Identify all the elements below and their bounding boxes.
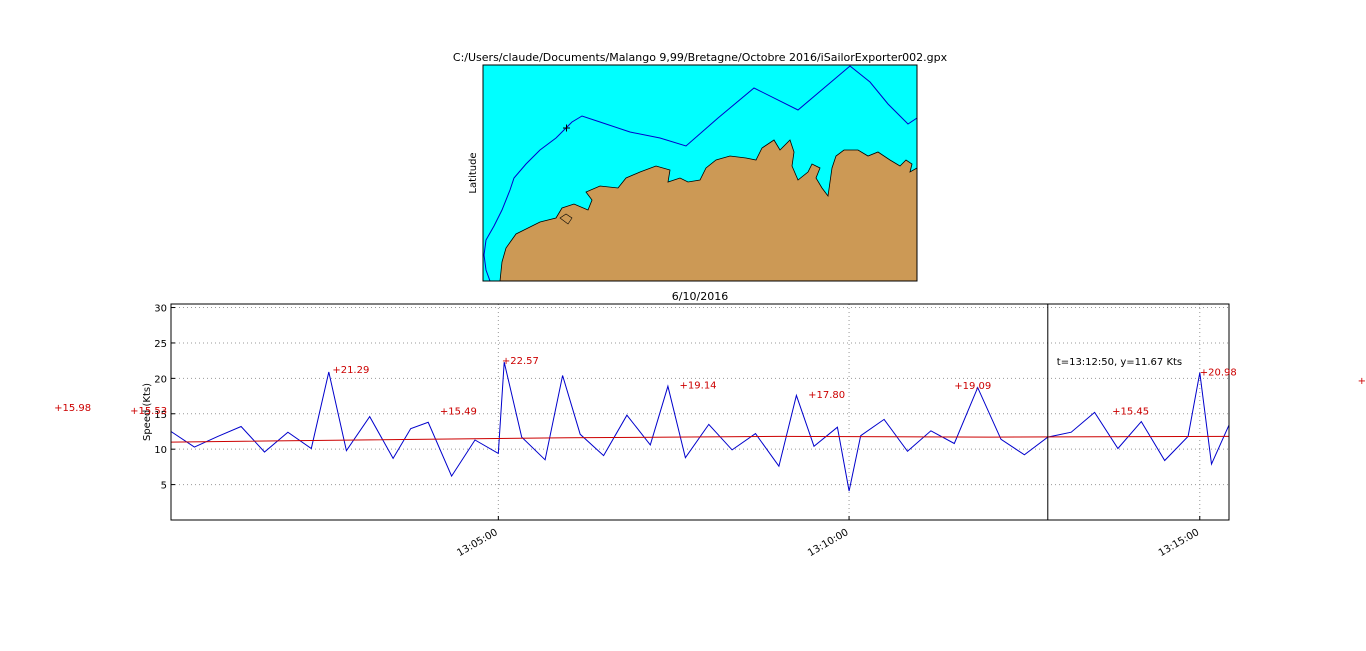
map-frame bbox=[482, 64, 918, 282]
peak-annotation: +15.53 bbox=[130, 406, 167, 417]
peak-annotation: +19.09 bbox=[954, 381, 991, 392]
map-islet bbox=[559, 213, 573, 225]
map-land bbox=[499, 139, 918, 282]
grid bbox=[171, 304, 1229, 520]
map-panel: C:/Users/claude/Documents/Malango 9,99/B… bbox=[453, 51, 948, 282]
peak-annotation: +17.80 bbox=[808, 390, 845, 401]
speed-line bbox=[170, 361, 1230, 492]
peak-annotation: +15.49 bbox=[440, 406, 477, 417]
plot-frame bbox=[170, 303, 1230, 521]
y-axis-label: Speed (Kts) bbox=[142, 383, 153, 441]
y-tick-label: 15 bbox=[154, 410, 167, 421]
y-tick-label: 5 bbox=[161, 481, 167, 492]
x-axis: 13:05:00 13:10:00 13:15:00 bbox=[455, 516, 1201, 559]
chart-title: 6/10/2016 bbox=[672, 290, 728, 303]
peak-annotation: +19.77 bbox=[1358, 376, 1366, 387]
map-y-label: Latitude bbox=[468, 152, 479, 193]
y-axis: 5 10 15 20 25 30 bbox=[154, 304, 175, 492]
position-marker bbox=[563, 124, 570, 132]
peak-annotation: +20.98 bbox=[1200, 367, 1237, 378]
peak-annotation: +15.98 bbox=[54, 403, 91, 414]
track-line bbox=[483, 65, 918, 282]
peak-annotation: +19.14 bbox=[680, 380, 717, 391]
peak-annotation: +15.45 bbox=[1112, 407, 1149, 418]
y-tick-label: 20 bbox=[154, 374, 167, 385]
x-tick-label: 13:10:00 bbox=[806, 527, 850, 559]
y-tick-label: 25 bbox=[154, 339, 167, 350]
cursor-group: t=13:12:50, y=11.67 Kts bbox=[1047, 304, 1182, 520]
map-title: C:/Users/claude/Documents/Malango 9,99/B… bbox=[453, 51, 948, 64]
peak-annotation: +21.29 bbox=[332, 365, 369, 376]
y-tick-label: 30 bbox=[154, 304, 167, 315]
y-tick-label: 10 bbox=[154, 445, 167, 456]
series-group bbox=[170, 361, 1230, 492]
peak-annotation: +22.57 bbox=[502, 356, 539, 367]
annotations: +21.29 +15.49 +22.57 +19.14 +17.80 +19.09 +15.… bbox=[54, 356, 1366, 417]
x-tick-label: 13:05:00 bbox=[455, 527, 499, 559]
average-line bbox=[170, 435, 1230, 443]
cursor-label: t=13:12:50, y=11.67 Kts bbox=[1057, 357, 1182, 368]
x-tick-label: 13:15:00 bbox=[1157, 527, 1201, 559]
